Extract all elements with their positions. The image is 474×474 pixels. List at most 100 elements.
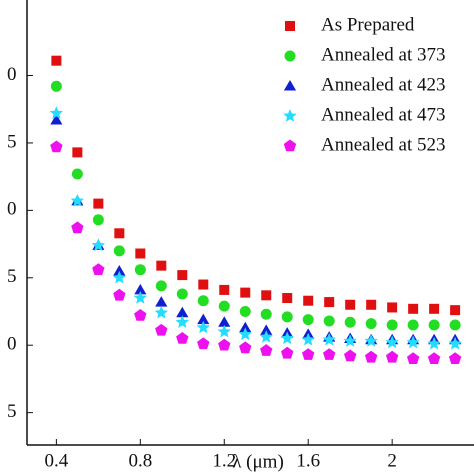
marker <box>71 168 83 180</box>
x-tick-label: 0.8 <box>128 450 152 471</box>
marker <box>343 334 357 347</box>
marker <box>239 306 251 317</box>
marker <box>448 352 462 364</box>
marker <box>450 305 461 316</box>
marker <box>218 316 231 327</box>
marker <box>406 335 420 349</box>
marker <box>239 341 252 354</box>
marker <box>366 299 377 310</box>
x-axis-label: λ (μm) <box>232 451 284 472</box>
marker <box>70 193 84 207</box>
legend-label: As Prepared <box>321 14 415 35</box>
marker <box>365 350 378 363</box>
marker <box>259 330 273 343</box>
marker <box>301 332 315 346</box>
marker <box>50 80 62 92</box>
x-tick-label: 2 <box>387 450 397 471</box>
marker <box>176 288 188 300</box>
marker <box>408 303 419 314</box>
legend-label: Annealed at 523 <box>321 134 446 155</box>
marker <box>280 331 294 345</box>
marker <box>91 238 105 252</box>
marker <box>196 320 210 334</box>
marker <box>155 323 168 336</box>
x-tick-label: 0.4 <box>45 450 69 471</box>
marker <box>365 318 377 330</box>
marker <box>323 348 336 360</box>
marker <box>50 140 63 153</box>
marker <box>303 295 314 306</box>
marker <box>260 344 273 356</box>
y-tick-label: 5 <box>7 131 17 152</box>
x-tick-label: 1.6 <box>296 450 320 471</box>
marker <box>386 350 399 363</box>
marker <box>197 313 210 325</box>
marker <box>238 327 252 341</box>
x-tick-label: 1.2 <box>212 450 236 471</box>
marker <box>282 293 293 304</box>
marker <box>428 319 440 331</box>
marker <box>345 299 356 310</box>
marker <box>177 270 188 281</box>
marker <box>134 283 147 295</box>
marker <box>218 338 231 351</box>
marker <box>155 296 168 307</box>
marker <box>344 349 357 362</box>
marker <box>93 198 104 209</box>
marker <box>154 305 168 319</box>
marker <box>387 302 398 313</box>
marker <box>113 245 125 257</box>
marker <box>197 337 210 350</box>
marker <box>407 352 420 364</box>
marker <box>72 147 83 158</box>
marker <box>71 221 84 234</box>
y-tick-label: 0 <box>7 199 17 220</box>
marker <box>427 352 441 364</box>
marker <box>176 306 189 318</box>
marker <box>260 324 273 335</box>
marker <box>261 290 272 301</box>
marker <box>218 300 230 312</box>
marker <box>198 279 209 290</box>
y-tick-label: 0 <box>7 334 17 355</box>
marker <box>281 346 294 359</box>
marker <box>92 263 105 275</box>
marker <box>281 311 293 323</box>
marker <box>449 319 461 331</box>
marker <box>175 315 189 328</box>
legend-label: Annealed at 423 <box>321 74 446 95</box>
legend-label: Annealed at 373 <box>321 44 446 65</box>
legend-marker <box>283 109 297 122</box>
marker <box>112 270 126 284</box>
marker <box>302 348 315 360</box>
marker <box>217 324 231 338</box>
marker <box>302 314 314 326</box>
legend-marker <box>284 50 296 62</box>
marker <box>49 106 63 119</box>
marker <box>240 287 251 298</box>
marker <box>364 334 378 347</box>
marker <box>324 297 335 308</box>
marker <box>51 55 62 66</box>
marker <box>427 336 441 350</box>
marker <box>429 303 440 314</box>
marker <box>219 284 230 295</box>
legend-marker <box>283 139 297 152</box>
marker <box>322 332 336 346</box>
marker <box>155 280 167 292</box>
marker <box>176 332 189 344</box>
legend-marker <box>283 80 297 91</box>
y-tick-label: 5 <box>7 266 17 287</box>
marker <box>448 336 462 350</box>
marker <box>113 265 126 276</box>
marker <box>385 335 399 349</box>
marker <box>197 295 209 307</box>
marker <box>114 228 125 239</box>
marker <box>113 288 126 301</box>
marker <box>156 260 167 271</box>
marker <box>135 248 146 259</box>
marker <box>260 308 272 320</box>
marker <box>134 309 147 321</box>
marker <box>134 264 146 276</box>
